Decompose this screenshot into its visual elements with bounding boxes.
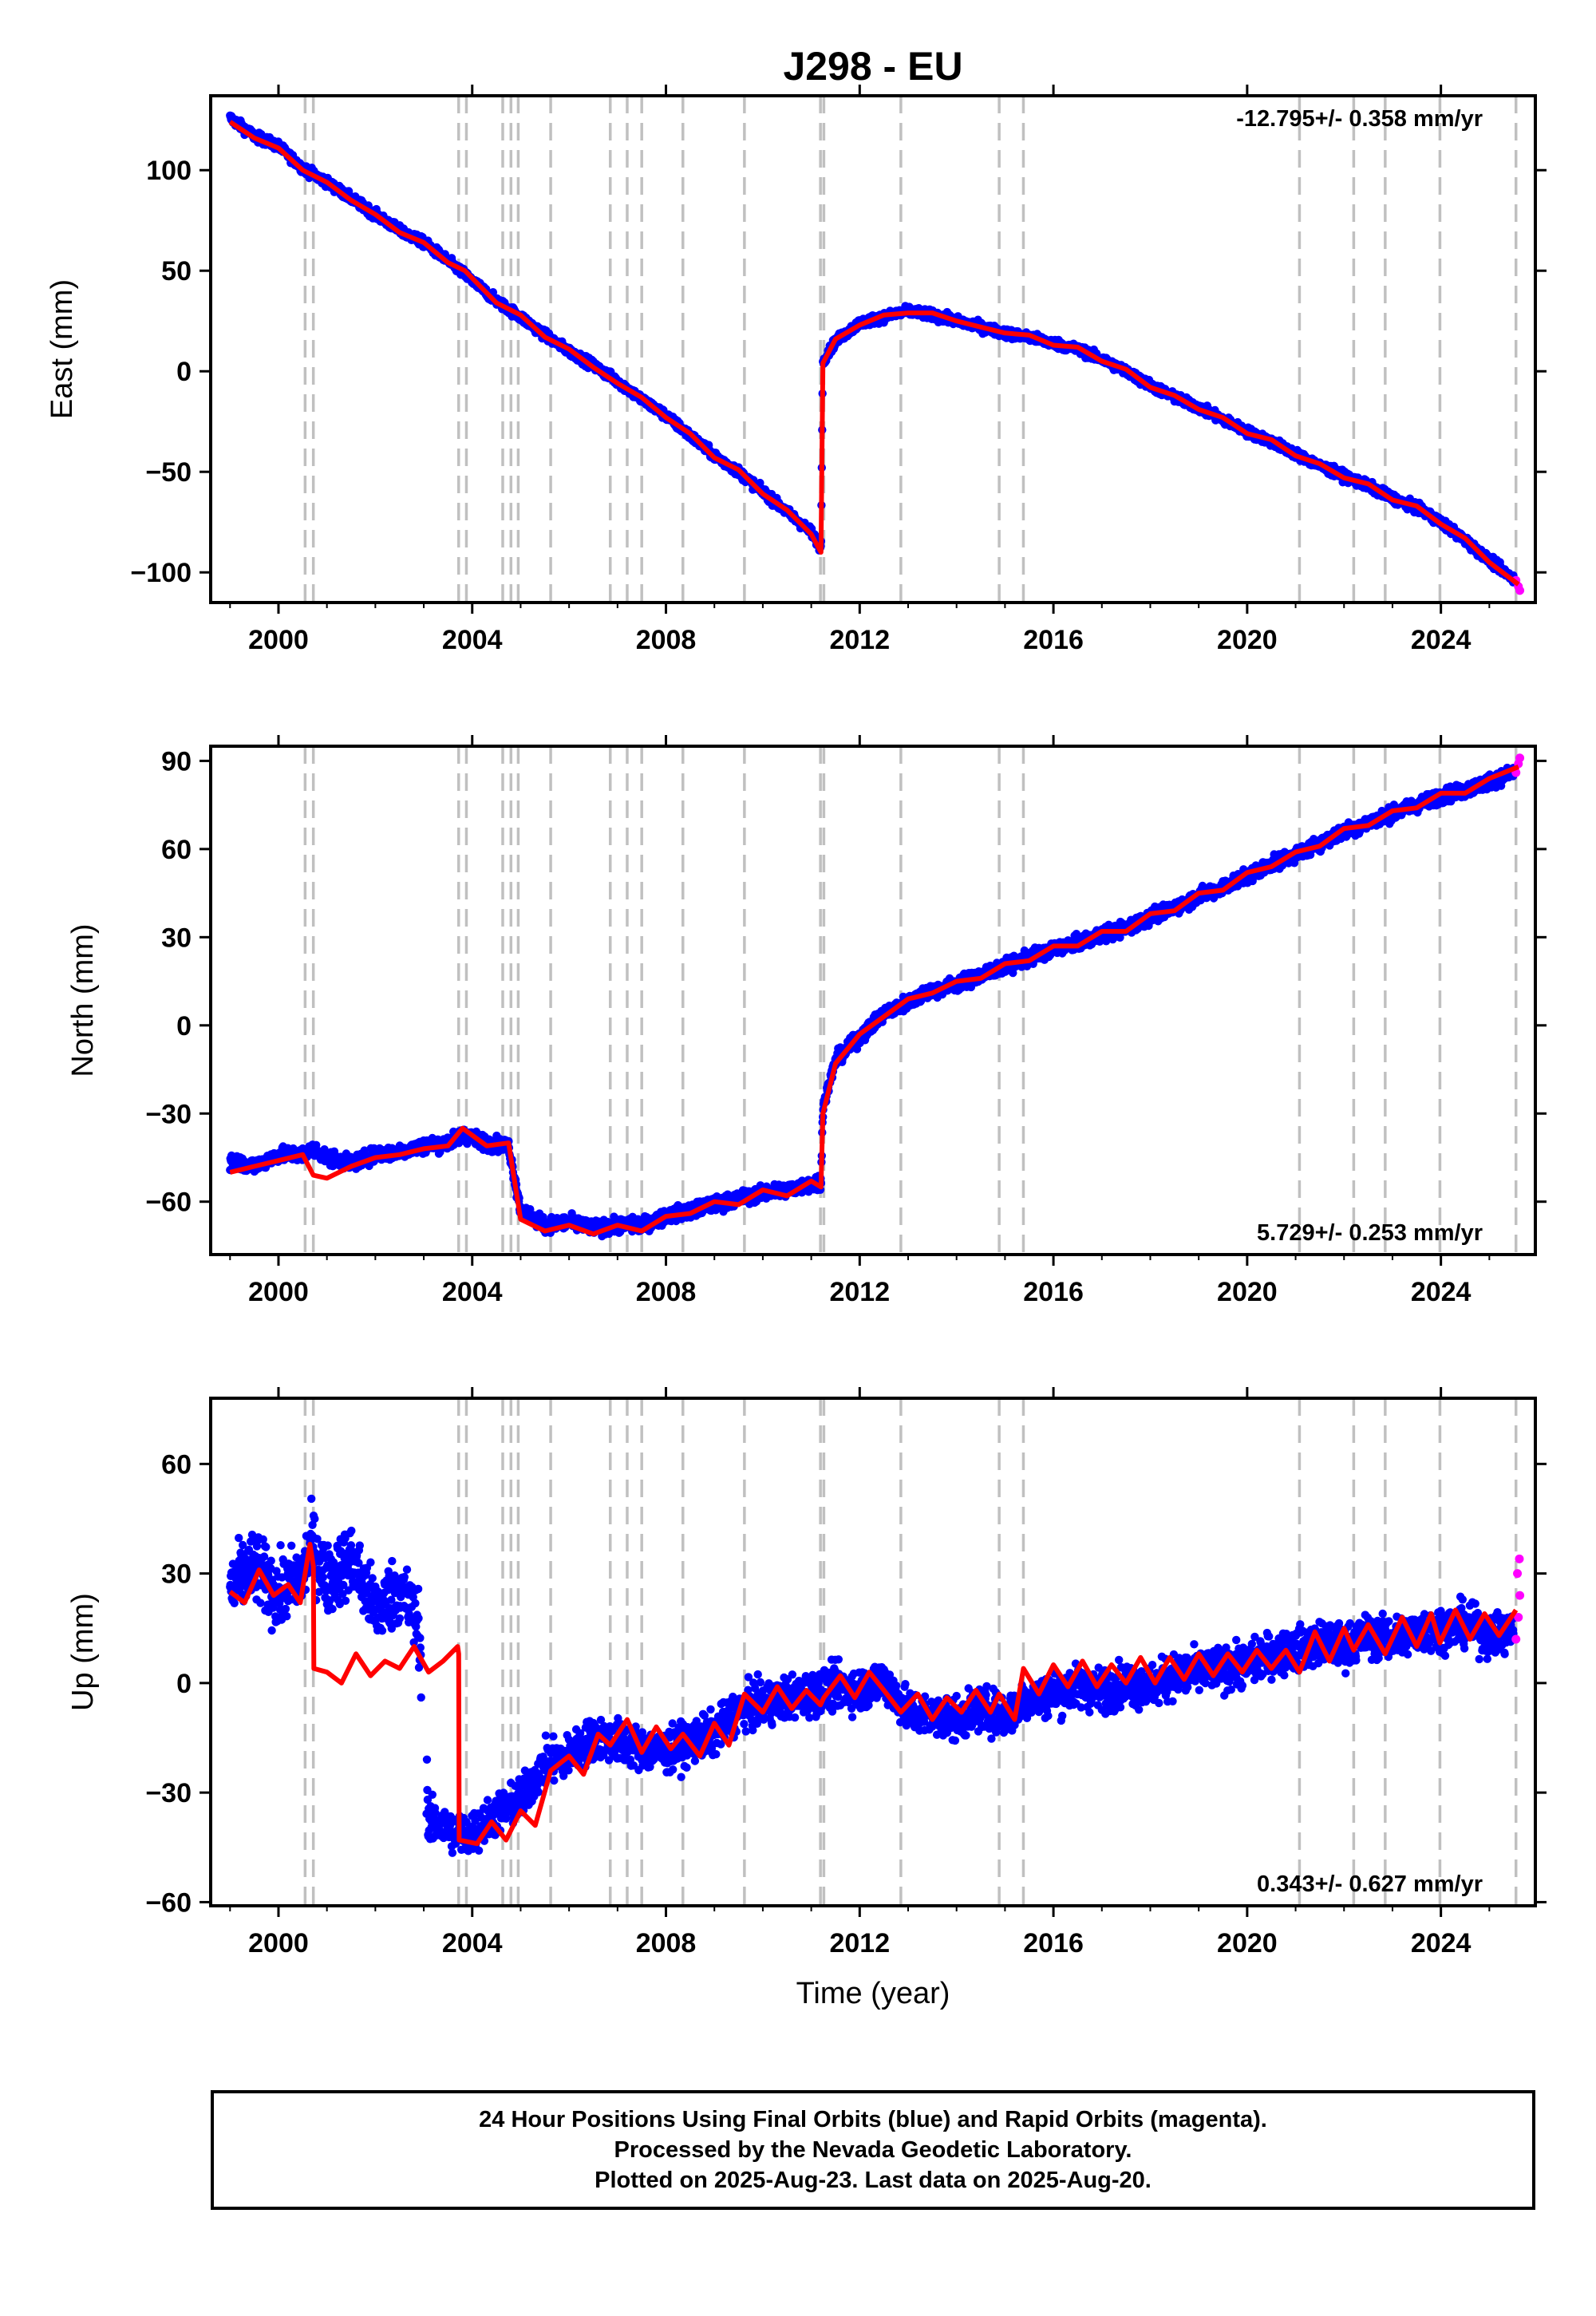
- x-tick-label-2016: 2016: [1023, 625, 1084, 655]
- x-tick-label-2024: 2024: [1411, 625, 1472, 655]
- y-axis-label-east: East (mm): [45, 279, 79, 419]
- y-tick-label-0: −100: [130, 558, 192, 588]
- plot-area-east: [226, 96, 1525, 603]
- figure-title: J298 - EU: [783, 44, 962, 89]
- y-tick-label-4: 100: [146, 156, 192, 186]
- rate-label-east: -12.795+/- 0.358 mm/yr: [1236, 106, 1483, 132]
- plot-frame-east: [209, 94, 1537, 604]
- y-tick-label-2: 0: [176, 357, 192, 387]
- x-tick-label-2004: 2004: [442, 625, 503, 655]
- panel-north: 2000 2004 2008 2012 2016 2020 2024−60−30030609…: [66, 735, 1547, 1307]
- model-line-east: [228, 120, 1520, 587]
- x-tick-label-2012: 2012: [829, 625, 890, 655]
- x-tick-label-2000: 2000: [248, 625, 309, 655]
- final-dot-826: [526, 1205, 535, 1214]
- final-orbit-dots-east: [226, 111, 1518, 587]
- x-tick-label-2020: 2020: [1217, 625, 1278, 655]
- plot-area-north: [226, 746, 1525, 1255]
- panels-group: 2000 2004 2008 2012 2016 2020 2024 −100 −50 0 50 10…: [45, 85, 1547, 1958]
- panel-east: 2000 2004 2008 2012 2016 2020 2024 −100 −50 0 50 10…: [45, 85, 1547, 655]
- final-orbit-dots-north: [226, 763, 1518, 1241]
- rapid-dot-2: [1515, 586, 1525, 595]
- x-tick-label-2008: 2008: [636, 625, 697, 655]
- y-tick-label-1: −50: [145, 457, 192, 488]
- y-tick-label-3: 50: [161, 256, 192, 287]
